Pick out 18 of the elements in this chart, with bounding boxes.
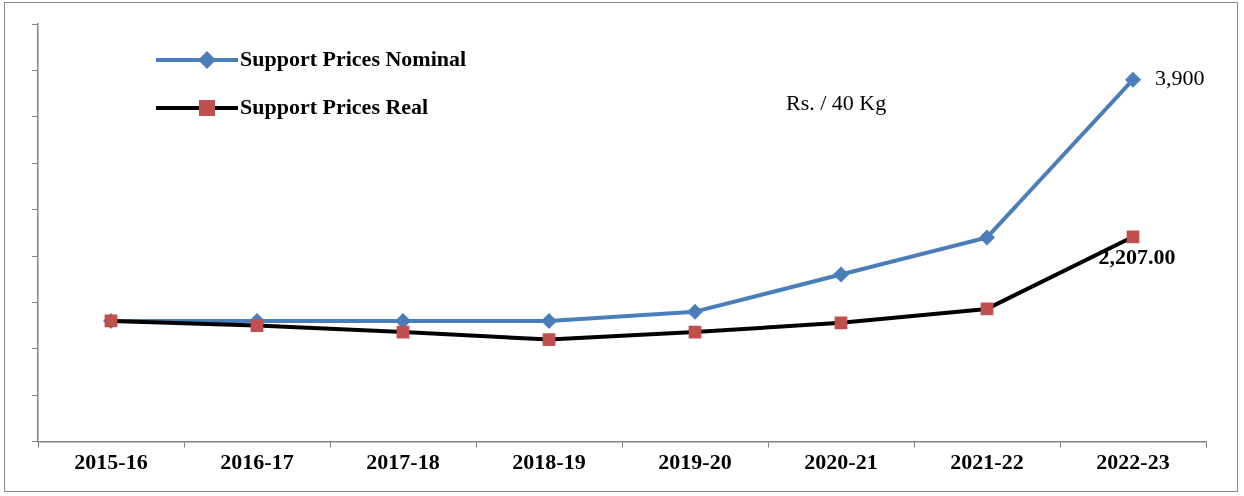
data-label: 3,900 [1155,65,1205,91]
x-tick-label: 2018-19 [512,449,586,475]
x-tick-label: 2016-17 [220,449,294,475]
x-tick-label: 2020-21 [804,449,878,475]
point [833,266,849,283]
point [1125,71,1141,88]
point [687,303,703,320]
point [979,229,995,246]
legend-label: Support Prices Real [240,93,429,119]
x-tick-label: 2021-22 [950,449,1024,475]
x-tick-label: 2017-18 [366,449,440,475]
data-label: 2,207.00 [1098,244,1176,270]
x-tick-label: 2022-23 [1096,449,1170,475]
x-tick-label: 2015-16 [74,449,148,475]
x-tick-label: 2019-20 [658,449,732,475]
annotation: Rs. / 40 Kg [786,89,887,115]
point [541,312,557,329]
legend-label: Support Prices Nominal [240,45,467,71]
